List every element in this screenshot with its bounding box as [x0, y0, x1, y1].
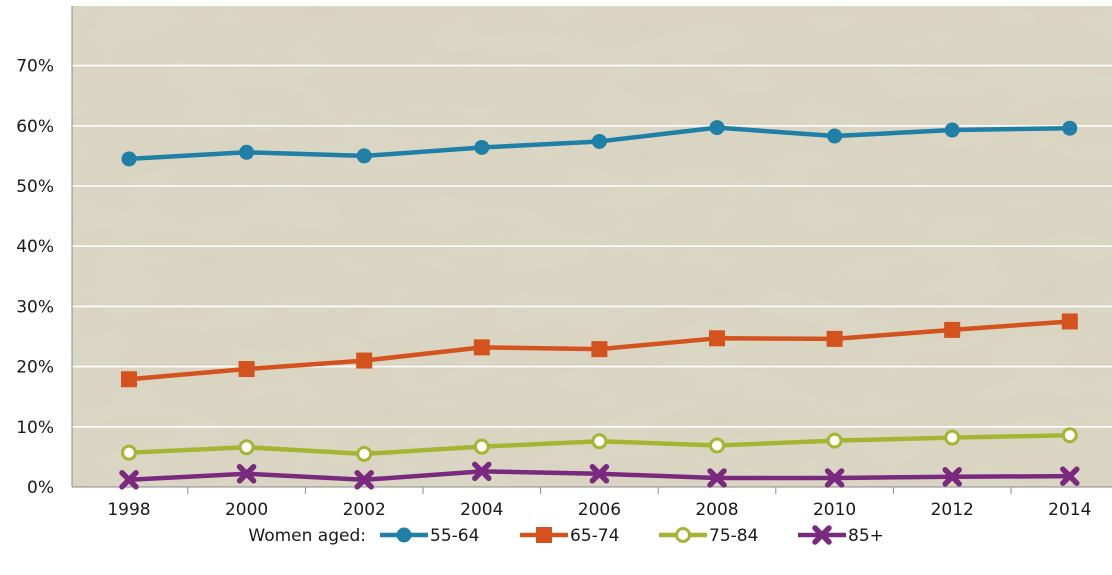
legend-swatch-marker	[812, 525, 832, 545]
data-point	[236, 464, 257, 484]
data-point	[121, 444, 137, 461]
data-point	[942, 467, 962, 487]
x-tick-label: 2000	[225, 500, 268, 520]
x-tick-label: 2014	[1048, 500, 1091, 520]
series-lines	[119, 120, 1080, 490]
data-point	[1060, 466, 1080, 486]
series-85+	[119, 461, 1080, 490]
gridlines	[72, 64, 1112, 428]
legend-item: 75-84	[659, 526, 758, 546]
x-tick-label: 1998	[107, 500, 150, 520]
legend-label: 75-84	[709, 526, 758, 546]
data-point	[709, 437, 725, 454]
data-point	[356, 352, 373, 369]
data-point	[591, 433, 608, 450]
y-tick-label: 40%	[16, 237, 54, 257]
data-point	[121, 371, 137, 388]
data-point	[238, 361, 255, 378]
data-point	[1061, 313, 1078, 330]
data-point	[1061, 427, 1078, 444]
data-point	[472, 461, 492, 482]
legend-item: 65-74	[520, 526, 619, 546]
y-tick-label: 20%	[16, 358, 54, 378]
data-point	[356, 445, 373, 462]
data-point	[944, 429, 961, 446]
data-point	[709, 120, 725, 136]
y-axis-tick-labels: 0% 10% 20% 30% 40% 50% 60% 70%	[16, 57, 54, 498]
data-point	[119, 470, 139, 490]
data-point	[707, 468, 727, 488]
data-point	[591, 341, 608, 358]
x-tick-label: 2004	[460, 500, 503, 520]
y-tick-label: 0%	[27, 478, 54, 498]
legend-label: 85+	[848, 526, 884, 546]
x-tick-label: 2002	[343, 500, 386, 520]
data-point	[354, 470, 374, 490]
data-point	[473, 339, 490, 356]
legend-label: 65-74	[570, 526, 619, 546]
x-tick-label: 2008	[695, 500, 738, 520]
legend-item: 85+	[798, 525, 884, 546]
y-tick-label: 50%	[16, 177, 54, 197]
data-point	[474, 139, 490, 155]
data-point	[709, 330, 725, 347]
data-point	[824, 468, 845, 488]
data-point	[473, 438, 490, 455]
y-tick-label: 60%	[16, 117, 54, 137]
data-point	[121, 151, 137, 167]
legend-title: Women aged:	[248, 526, 366, 546]
data-point	[356, 148, 372, 164]
legend-swatch-marker	[536, 527, 552, 543]
y-tick-label: 10%	[16, 418, 54, 438]
series-75-84	[121, 427, 1078, 462]
legend-swatch-marker	[675, 527, 691, 543]
x-tick-label: 2010	[813, 500, 856, 520]
data-point	[1062, 120, 1078, 136]
x-tick-label: 2012	[931, 500, 974, 520]
data-point	[826, 432, 843, 449]
legend-label: 55-64	[430, 526, 479, 546]
legend-item: 55-64	[380, 526, 479, 546]
series-55-64	[121, 120, 1078, 167]
data-point	[589, 464, 610, 484]
axes	[71, 6, 1112, 494]
legend-swatch-marker	[396, 527, 412, 543]
data-point	[238, 439, 255, 456]
data-point	[944, 122, 960, 138]
data-point	[826, 330, 843, 347]
legend: Women aged: 55-64 65-74 75-84 85+	[248, 525, 884, 546]
data-point	[239, 144, 255, 160]
x-axis-tick-labels: 1998 2000 2002 2004 2006 2008 2010 2012 2014	[107, 500, 1091, 520]
series-65-74	[121, 313, 1078, 388]
data-point	[591, 133, 607, 149]
x-tick-label: 2006	[578, 500, 621, 520]
data-point	[827, 128, 843, 144]
y-tick-label: 30%	[16, 297, 54, 317]
y-tick-label: 70%	[16, 57, 54, 77]
data-point	[944, 321, 961, 338]
